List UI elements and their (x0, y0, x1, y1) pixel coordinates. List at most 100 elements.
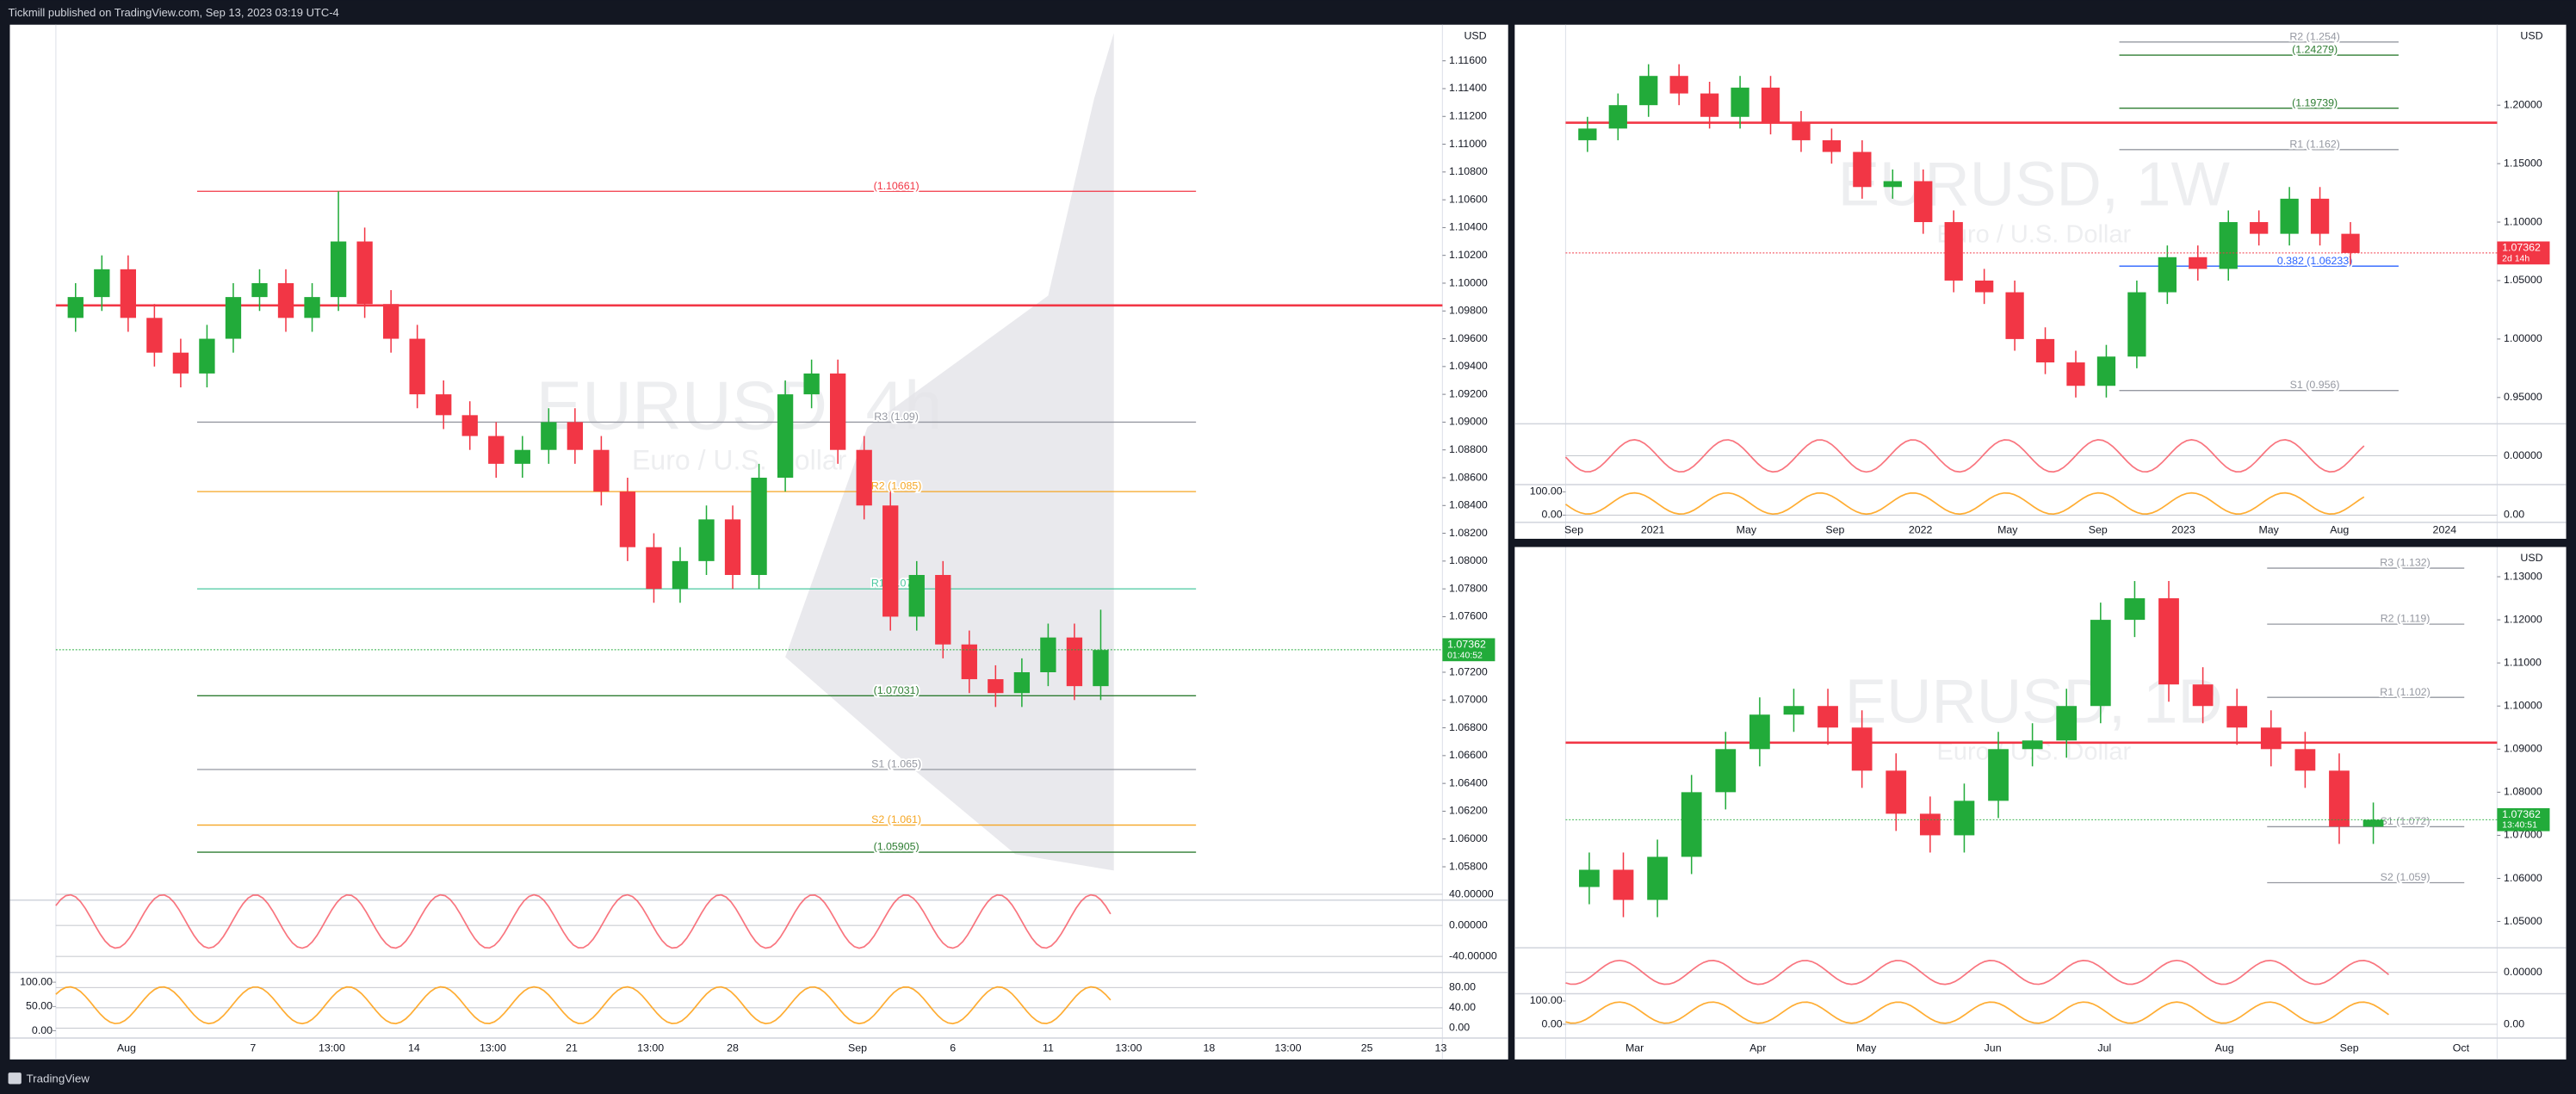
candle-body (2035, 338, 2055, 363)
candle-body (67, 297, 84, 318)
candle-body (672, 560, 689, 590)
candle-body (146, 318, 163, 353)
osc-left-tick-label: 100.00 (20, 975, 53, 987)
candle-body (1817, 706, 1838, 728)
candle-body (94, 269, 110, 298)
candle-body (330, 241, 347, 298)
y-tick-label: 1.10600 (1449, 193, 1488, 205)
level-label: S1 (0.956) (2290, 379, 2340, 391)
osc-left-tick-label: 0.00 (1542, 509, 1563, 521)
candle-body (409, 338, 425, 395)
x-tick-label: 13:00 (1274, 1042, 1301, 1054)
x-tick-label: Aug (2215, 1042, 2234, 1054)
osc-tick-label: -40.00000 (1449, 949, 1497, 961)
candle-body (1647, 856, 1668, 900)
level-label: (1.07031) (874, 684, 920, 696)
x-tick-label: Aug (117, 1042, 136, 1054)
y-tick-label: 1.09400 (1449, 360, 1488, 372)
x-tick-label: 2021 (1641, 524, 1665, 536)
price-timer: 2d 14h (2502, 254, 2530, 263)
candle-body (1761, 87, 1780, 123)
x-tick-label: Sep (2340, 1042, 2359, 1054)
level-label: 0.382 (1.06233) (2277, 255, 2352, 267)
x-tick-label: Apr (1749, 1042, 1766, 1054)
level-label: S2 (1.059) (2381, 871, 2430, 883)
candle-body (1988, 749, 2009, 801)
y-tick-label: 1.11200 (1449, 110, 1487, 122)
oscillator-line (1564, 491, 2365, 516)
candle-body (356, 241, 373, 305)
footer-brand[interactable]: TradingView (27, 1072, 90, 1085)
level-label: S1 (1.072) (2381, 815, 2430, 827)
osc-left-tick-label: 100.00 (1530, 485, 1563, 498)
x-tick-label: Sep (1825, 524, 1844, 536)
x-tick-label: 2023 (2171, 524, 2195, 536)
candle-body (1613, 869, 1634, 900)
candle-body (2158, 257, 2177, 293)
y-tick-label: 1.09600 (1449, 332, 1488, 344)
candle-body (1013, 671, 1031, 694)
level-label: R2 (1.119) (2381, 613, 2430, 625)
osc-tick-label: 80.00 (1449, 981, 1476, 993)
candle-body (935, 574, 951, 645)
level-label: R2 (1.254) (2289, 30, 2340, 42)
level-label: R2 (1.085) (871, 480, 922, 492)
candle-body (382, 304, 399, 339)
y-tick-label: 1.06200 (1449, 805, 1488, 817)
x-tick-label: Jul (2097, 1042, 2111, 1054)
x-tick-label: Jun (1985, 1042, 2002, 1054)
candle-body (1853, 151, 1872, 188)
x-tick-label: Sep (1564, 524, 1583, 536)
candle-body (2250, 222, 2269, 234)
level-label: (1.24279) (2292, 44, 2338, 56)
x-tick-label: May (1997, 524, 2018, 536)
y-tick-label: 1.10000 (2504, 215, 2542, 227)
candle-body (436, 394, 452, 416)
oscillator-line (55, 986, 1112, 1025)
currency-label: USD (2520, 29, 2542, 41)
y-tick-label: 1.00000 (2504, 332, 2542, 344)
candle-body (2124, 598, 2146, 621)
candle-body (1578, 128, 1597, 140)
oscillator-line (1564, 439, 2365, 473)
x-tick-label: 11 (1043, 1042, 1054, 1054)
candle-body (199, 338, 215, 374)
candle-body (225, 297, 242, 339)
candle-body (1066, 637, 1083, 687)
y-tick-label: 1.13000 (2504, 570, 2542, 582)
x-tick-label: 13:00 (637, 1042, 664, 1054)
currency-label: USD (2520, 552, 2542, 564)
y-tick-label: 1.07000 (2504, 829, 2542, 841)
candle-body (541, 422, 557, 450)
candle-body (2066, 362, 2085, 386)
level-label: R3 (1.132) (2380, 557, 2430, 569)
oscillator-line (55, 893, 1112, 949)
price-timer: 13:40:51 (2502, 821, 2537, 831)
candle-body (2158, 598, 2179, 685)
y-tick-label: 1.07200 (1449, 665, 1488, 677)
candle-body (2310, 198, 2330, 234)
candle-body (593, 449, 610, 492)
candle-body (908, 574, 925, 617)
y-tick-label: 1.08400 (1449, 499, 1488, 511)
candle-body (277, 282, 294, 318)
candle-body (882, 505, 899, 617)
candle-body (1914, 181, 1933, 223)
y-tick-label: 1.10000 (2504, 700, 2542, 712)
osc-left-tick-label: 0.00 (32, 1024, 53, 1036)
candle-body (304, 297, 320, 318)
candle-body (1954, 800, 1975, 836)
x-tick-label: 28 (727, 1042, 739, 1054)
currency-label: USD (1464, 29, 1486, 41)
osc-tick-label: 0.00000 (1449, 918, 1488, 930)
osc-tick-label: 0.00 (1449, 1022, 1470, 1034)
y-tick-label: 1.07000 (1449, 694, 1488, 706)
candle-body (777, 394, 794, 478)
osc-tick-label: 0.00 (2504, 509, 2524, 521)
level-label: (1.10661) (874, 180, 920, 192)
x-tick-label: 13:00 (1115, 1042, 1142, 1054)
candle-body (1822, 139, 1842, 152)
candle-body (1792, 122, 1811, 140)
candle-body (988, 679, 1004, 694)
